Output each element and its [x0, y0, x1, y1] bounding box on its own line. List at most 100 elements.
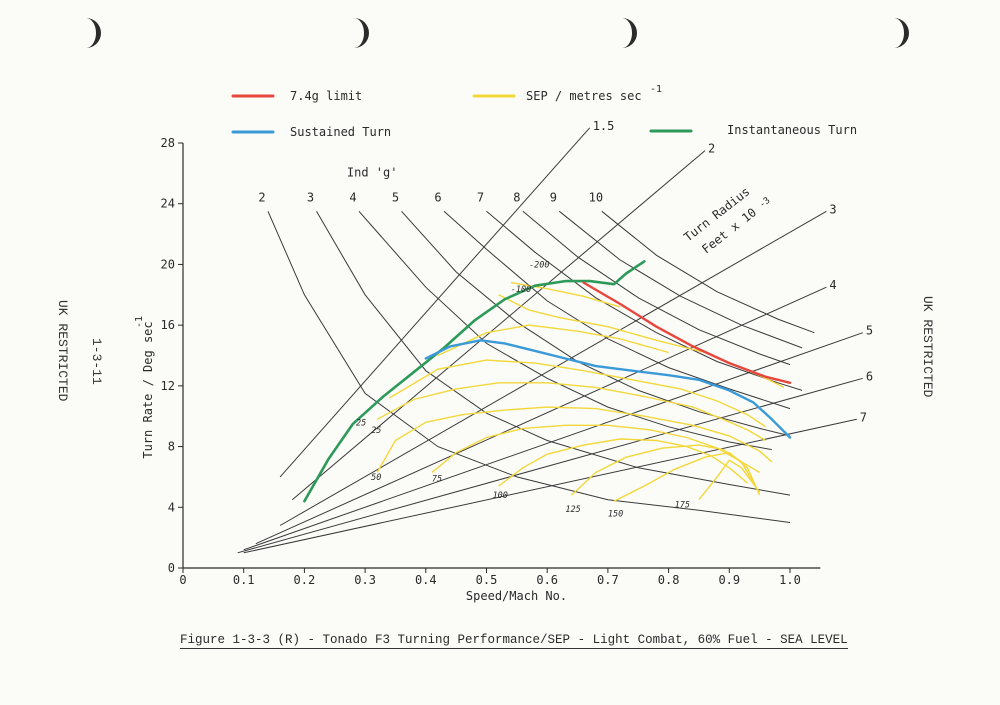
series-7-4g-limit: [582, 281, 792, 384]
x-tick-label-5: 0.5: [476, 573, 498, 587]
g-line-6: [443, 210, 791, 410]
g-label-3: 3: [307, 191, 314, 205]
turn-series: [303, 260, 792, 503]
legend-label-0: 7.4g limit: [290, 89, 362, 103]
x-tick-label-0: 0: [179, 573, 186, 587]
x-tick-label-2: 0.2: [294, 573, 316, 587]
g-label-9: 9: [550, 191, 557, 205]
binder-hole-3: [618, 18, 637, 48]
legend-sup-1: -1: [650, 84, 662, 95]
radius-line-2: [291, 150, 706, 501]
figure-caption: Figure 1-3-3 (R) - Tonado F3 Turning Per…: [180, 633, 848, 649]
g-label-4: 4: [349, 191, 356, 205]
g-label-2: 2: [258, 191, 265, 205]
y-tick-label-4: 16: [161, 318, 175, 332]
radius-label-4: 4: [829, 278, 836, 292]
y-tick-label-6: 24: [161, 197, 175, 211]
y-tick-label-0: 0: [168, 561, 175, 575]
sep-label-7: 125: [565, 505, 580, 515]
page-number: 1-3-11: [89, 338, 104, 385]
sep-label-2: 25: [356, 418, 366, 428]
binder-hole-1: [82, 18, 101, 48]
y-axis-title: Turn Rate / Deg sec: [141, 321, 155, 458]
sep-curve-100: [498, 438, 748, 487]
sep-curve-50: [376, 406, 773, 473]
x-tick-label-1: 0.1: [233, 573, 255, 587]
radius-exp: -3: [758, 196, 773, 211]
legend: 7.4g limit SEP / metres sec -1 Sustained Tu…: [231, 84, 857, 139]
sep-curve-u3: [389, 359, 767, 428]
x-tick-label-10: 1.0: [779, 573, 801, 587]
x-tick-label-7: 0.7: [597, 573, 619, 587]
legend-label-2: Sustained Turn: [290, 125, 391, 139]
sep-curve--200: [510, 281, 621, 308]
y-tick-label-5: 20: [161, 257, 175, 271]
sep-curve-25: [376, 382, 767, 442]
radius-label-7: 7: [860, 410, 867, 424]
sep-label-3: 25: [371, 426, 381, 436]
x-tick-label-6: 0.6: [536, 573, 558, 587]
radius-label-1.5: 1.5: [593, 119, 615, 133]
radius-line-3: [279, 210, 827, 526]
g-title: Ind 'g': [347, 165, 398, 179]
y-tick-label-3: 12: [161, 379, 175, 393]
series-sustained-turn: [424, 339, 792, 439]
binder-hole-4: [890, 18, 909, 48]
sep-label-8: 150: [608, 509, 623, 519]
left-side-page-number: 1-3-11: [89, 338, 104, 385]
g-label-5: 5: [392, 191, 399, 205]
g-line-2: [267, 211, 791, 523]
y-tick-label-1: 4: [168, 500, 175, 514]
radius-line-5: [243, 332, 863, 551]
y-axis-title-exp: -1: [134, 316, 145, 328]
sep-label-1: -100: [511, 285, 531, 295]
y-tick-label-2: 8: [168, 440, 175, 454]
g-label-10: 10: [589, 191, 603, 205]
g-label-8: 8: [513, 191, 520, 205]
sep-label-4: 50: [371, 473, 381, 483]
x-tick-label-3: 0.3: [354, 573, 376, 587]
radius-label-5: 5: [866, 324, 873, 338]
right-side-restricted: UK RESTRICTED: [920, 296, 935, 397]
x-tick-label-9: 0.9: [718, 573, 740, 587]
x-axis-title: Speed/Mach No.: [466, 589, 567, 603]
x-tick-label-8: 0.8: [658, 573, 680, 587]
binder-hole-2: [350, 18, 369, 48]
sep-curves: [376, 281, 785, 502]
g-label-7: 7: [477, 191, 484, 205]
legend-label-1: SEP / metres sec: [526, 89, 642, 103]
g-line-4: [358, 210, 772, 451]
y-tick-label-7: 28: [161, 136, 175, 150]
sep-curve-u2: [437, 324, 669, 357]
sep-label-9: 175: [675, 500, 690, 510]
axes: 0 0.1 0.2 0.3 0.4 0.5 0.6 0.7 0.8 0.9 1.0 0 4 8 12 16 20…: [134, 136, 821, 603]
left-side-restricted: UK RESTRICTED: [55, 300, 70, 420]
sep-label-5: 75: [432, 474, 442, 484]
sep-curve-150: [613, 451, 761, 502]
legend-label-3: Instantaneous Turn: [727, 123, 857, 137]
series-instantaneous-turn: [303, 260, 646, 503]
figure-caption-text: Figure 1-3-3 (R) - Tonado F3 Turning Per…: [180, 633, 848, 647]
g-line-5: [401, 210, 791, 437]
g-label-6: 6: [434, 191, 441, 205]
g-line-10: [601, 210, 815, 334]
left-restricted-text: UK RESTRICTED: [55, 300, 70, 402]
radius-line-7: [243, 418, 857, 554]
radius-line-6: [237, 377, 863, 554]
radius-label-2: 2: [708, 142, 715, 156]
sep-curve--100: [498, 294, 785, 389]
sep-curve-175: [698, 459, 761, 501]
sep-label-0: -200: [529, 260, 549, 270]
right-restricted-text: UK RESTRICTED: [920, 296, 935, 398]
g-line-7: [486, 210, 803, 391]
radius-line-1.5: [279, 127, 591, 478]
g-line-9: [558, 210, 803, 349]
radius-label-3: 3: [829, 202, 836, 216]
radius-label-6: 6: [866, 369, 873, 383]
g-line-8: [522, 210, 791, 366]
x-tick-label-4: 0.4: [415, 573, 437, 587]
sep-curve-75: [431, 424, 760, 474]
sep-label-6: 100: [493, 491, 508, 501]
radius-line-4: [255, 286, 827, 545]
